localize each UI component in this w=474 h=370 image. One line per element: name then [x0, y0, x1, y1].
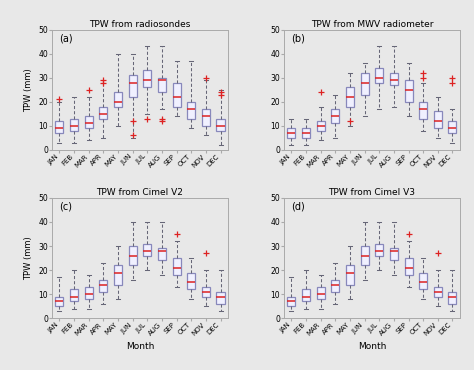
PathPatch shape	[85, 116, 93, 128]
Text: (b): (b)	[291, 33, 305, 43]
X-axis label: Month: Month	[126, 342, 154, 351]
Y-axis label: TPW (mm): TPW (mm)	[24, 236, 33, 280]
Title: TPW from MWV radiometer: TPW from MWV radiometer	[310, 20, 433, 29]
Text: (d): (d)	[291, 202, 305, 212]
Title: TPW from Cimel V3: TPW from Cimel V3	[328, 188, 415, 197]
PathPatch shape	[114, 92, 122, 107]
PathPatch shape	[404, 80, 412, 102]
PathPatch shape	[100, 280, 108, 292]
PathPatch shape	[448, 121, 456, 133]
PathPatch shape	[158, 249, 166, 260]
PathPatch shape	[448, 292, 456, 304]
PathPatch shape	[375, 243, 383, 256]
PathPatch shape	[346, 87, 354, 107]
PathPatch shape	[85, 287, 93, 299]
PathPatch shape	[287, 297, 295, 306]
PathPatch shape	[302, 128, 310, 138]
Y-axis label: TPW (mm): TPW (mm)	[24, 68, 33, 112]
PathPatch shape	[317, 121, 325, 131]
PathPatch shape	[434, 111, 442, 128]
Title: TPW from radiosondes: TPW from radiosondes	[89, 20, 191, 29]
PathPatch shape	[202, 109, 210, 126]
PathPatch shape	[70, 118, 78, 131]
PathPatch shape	[419, 102, 427, 118]
PathPatch shape	[55, 121, 64, 133]
PathPatch shape	[158, 78, 166, 92]
PathPatch shape	[173, 258, 181, 275]
PathPatch shape	[361, 73, 369, 94]
PathPatch shape	[100, 107, 108, 118]
PathPatch shape	[187, 272, 195, 289]
PathPatch shape	[331, 109, 339, 124]
Text: (a): (a)	[59, 33, 73, 43]
PathPatch shape	[361, 246, 369, 265]
PathPatch shape	[434, 287, 442, 297]
PathPatch shape	[128, 246, 137, 265]
PathPatch shape	[173, 83, 181, 107]
PathPatch shape	[70, 289, 78, 301]
PathPatch shape	[187, 102, 195, 118]
PathPatch shape	[346, 265, 354, 285]
PathPatch shape	[375, 68, 383, 83]
PathPatch shape	[55, 297, 64, 306]
PathPatch shape	[217, 292, 225, 304]
PathPatch shape	[287, 128, 295, 138]
Text: (c): (c)	[59, 202, 72, 212]
PathPatch shape	[143, 70, 151, 87]
Title: TPW from Cimel V2: TPW from Cimel V2	[97, 188, 183, 197]
PathPatch shape	[390, 249, 398, 260]
PathPatch shape	[217, 118, 225, 131]
PathPatch shape	[390, 73, 398, 85]
X-axis label: Month: Month	[358, 342, 386, 351]
PathPatch shape	[331, 280, 339, 292]
PathPatch shape	[317, 287, 325, 299]
PathPatch shape	[404, 258, 412, 275]
PathPatch shape	[143, 243, 151, 256]
PathPatch shape	[128, 75, 137, 97]
PathPatch shape	[302, 289, 310, 301]
PathPatch shape	[114, 265, 122, 285]
PathPatch shape	[202, 287, 210, 297]
PathPatch shape	[419, 272, 427, 289]
